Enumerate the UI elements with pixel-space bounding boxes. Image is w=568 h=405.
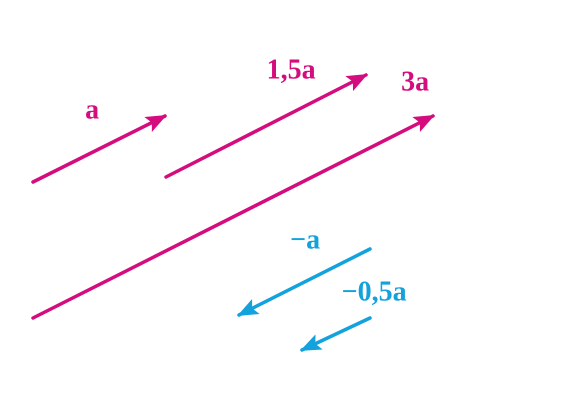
vector-label: −a⃗ [290,224,342,255]
vector-label: −0,5a⃗ [342,276,429,307]
vector-label: 1,5a⃗ [267,54,338,85]
vector-1-5a [164,73,368,179]
vector-minus-a [237,247,372,317]
vector-minus-0-5a [300,316,372,352]
vector-a [31,114,167,184]
vector-3a [31,114,435,320]
vector-label: 3a⃗ [401,66,451,97]
vector-label: a⃗ [85,94,121,125]
